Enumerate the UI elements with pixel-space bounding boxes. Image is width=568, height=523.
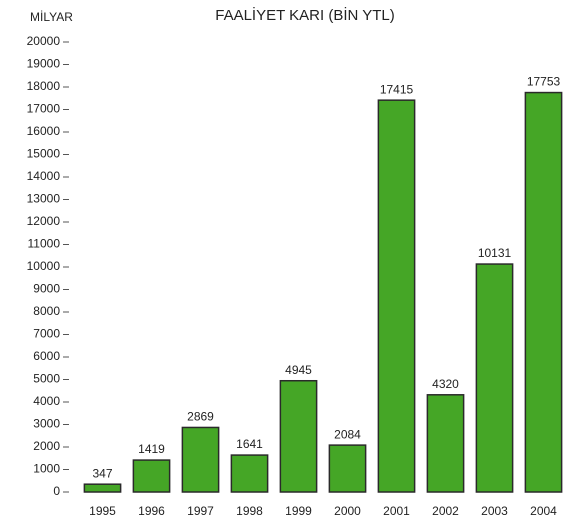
data-label: 347: [92, 466, 112, 480]
bar: [181, 426, 220, 493]
y-tick-label: 15000: [27, 147, 61, 161]
x-tick-label: 2000: [334, 504, 361, 518]
x-tick-label: 2002: [432, 504, 459, 518]
y-tick-label: 2000: [33, 439, 60, 453]
bar: [279, 379, 318, 493]
y-tick-label: 11000: [28, 237, 61, 251]
bar: [132, 459, 171, 493]
y-tick-label: 1000: [33, 462, 60, 476]
y-tick-label: 12000: [27, 214, 61, 228]
data-label: 1641: [236, 437, 263, 451]
y-tick-label: 20000: [27, 34, 61, 48]
data-label: 17753: [527, 75, 561, 89]
x-tick-label: 2004: [530, 504, 557, 518]
x-tick-label: 1999: [285, 504, 312, 518]
y-axis-label: MİLYAR: [30, 10, 73, 24]
x-tick-label: 1995: [89, 504, 116, 518]
y-tick-label: 18000: [27, 79, 61, 93]
x-tick-label: 1997: [187, 504, 214, 518]
x-tick-label: 2001: [383, 504, 410, 518]
data-label: 4320: [432, 377, 459, 391]
y-tick-label: 14000: [27, 169, 61, 183]
x-tick-label: 2003: [481, 504, 508, 518]
bar: [475, 263, 514, 493]
data-label: 2869: [187, 410, 214, 424]
x-tick-label: 1998: [236, 504, 263, 518]
bar: [83, 483, 122, 493]
bar: [524, 91, 563, 493]
y-tick-label: 6000: [33, 349, 60, 363]
bar: [377, 99, 416, 493]
data-label: 10131: [478, 246, 512, 260]
y-tick-label: 10000: [27, 259, 61, 273]
y-tick-label: 8000: [33, 304, 60, 318]
bar: [230, 454, 269, 493]
y-tick-label: 7000: [33, 327, 60, 341]
data-label: 4945: [285, 363, 312, 377]
y-tick-label: 13000: [27, 192, 61, 206]
y-tick-label: 0: [53, 484, 60, 498]
chart-title: FAALİYET KARI (BİN YTL): [215, 6, 395, 24]
bar: [426, 394, 465, 493]
y-tick-label: 19000: [27, 57, 61, 71]
bar: [328, 444, 367, 493]
data-label: 2084: [334, 427, 361, 441]
data-label: 17415: [380, 82, 414, 96]
y-tick-label: 9000: [33, 282, 60, 296]
x-tick-label: 1996: [138, 504, 165, 518]
y-tick-label: 3000: [33, 417, 60, 431]
y-tick-label: 16000: [27, 124, 61, 138]
y-tick-label: 4000: [33, 394, 60, 408]
y-tick-label: 5000: [33, 372, 60, 386]
data-label: 1419: [138, 442, 165, 456]
y-tick-label: 17000: [27, 102, 61, 116]
